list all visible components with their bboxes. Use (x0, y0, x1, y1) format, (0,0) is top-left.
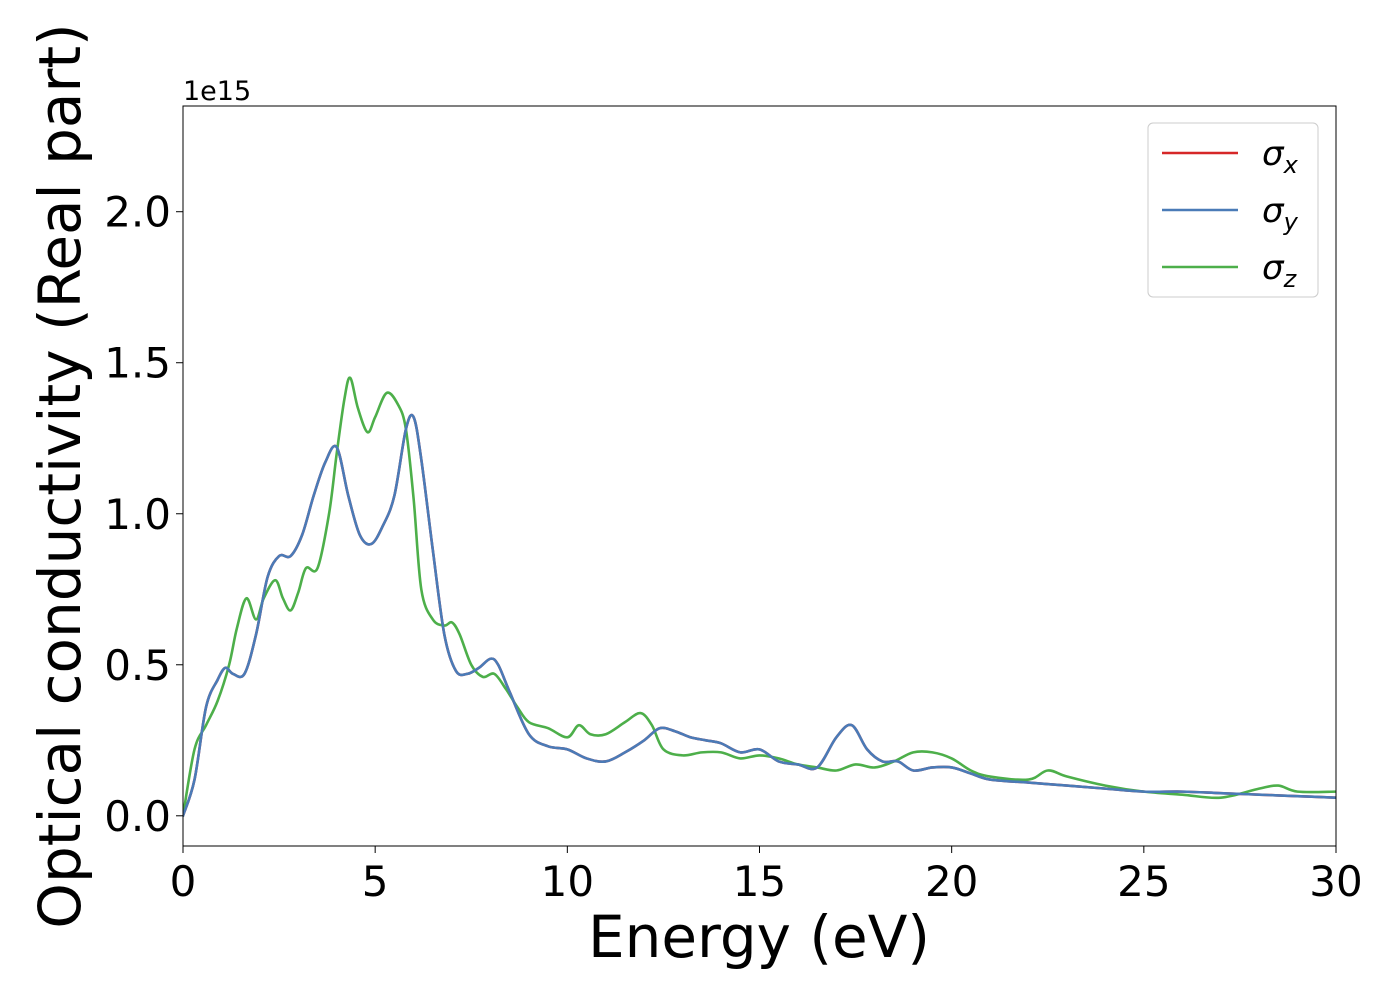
y-tick-label: 0.0 (104, 792, 171, 841)
y-scale-label: 1e15 (183, 76, 251, 107)
y-axis: 0.0 0.5 1.0 1.5 2.0 (104, 188, 183, 841)
x-tick-label: 10 (541, 857, 594, 906)
y-tick-label: 2.0 (104, 188, 171, 237)
x-axis: 0 5 10 15 20 25 30 (170, 846, 1363, 906)
x-tick-label: 30 (1309, 857, 1362, 906)
series-line-z (183, 376, 1336, 818)
x-tick-label: 20 (925, 857, 978, 906)
x-tick-label: 0 (170, 857, 197, 906)
legend-label-z: σz (1262, 248, 1298, 293)
legend-label-base: σ (1262, 134, 1285, 174)
x-tick-label: 15 (733, 857, 786, 906)
series-layer (183, 376, 1336, 818)
y-axis-label: Optical conductivity (Real part) (26, 23, 94, 928)
x-tick-label: 5 (362, 857, 389, 906)
legend-label-base: σ (1262, 248, 1285, 288)
x-axis-label: Energy (eV) (588, 903, 930, 971)
legend-label-subscript: y (1283, 208, 1299, 236)
legend-label-x: σx (1262, 134, 1299, 179)
series-line-y (183, 413, 1336, 818)
y-tick-label: 1.0 (104, 490, 171, 539)
legend-label-y: σy (1262, 191, 1299, 236)
legend-label-subscript: x (1283, 151, 1299, 179)
x-tick-label: 25 (1117, 857, 1170, 906)
y-tick-label: 0.5 (104, 641, 171, 690)
legend-label-base: σ (1262, 191, 1285, 231)
legend-label-subscript: z (1283, 265, 1298, 293)
y-tick-label: 1.5 (104, 339, 171, 388)
